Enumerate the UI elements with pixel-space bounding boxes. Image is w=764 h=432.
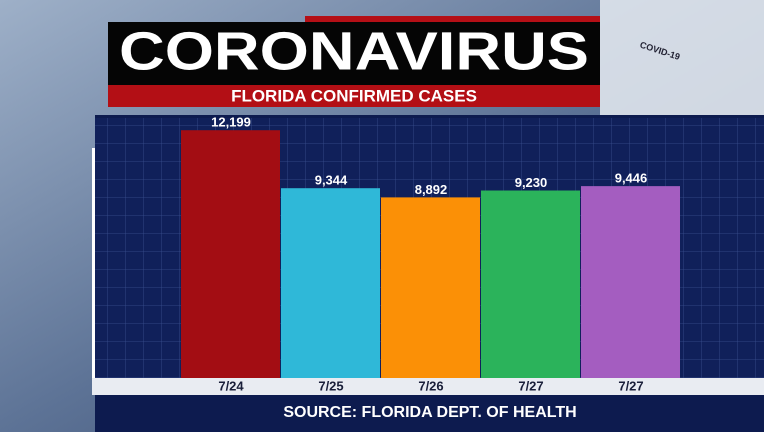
x-tick-label: 7/27	[618, 378, 643, 393]
bar	[581, 186, 680, 378]
chart-title: CORONAVIRUS	[119, 21, 589, 81]
x-tick-label: 7/27	[518, 378, 543, 393]
x-tick-label: 7/26	[418, 378, 443, 393]
test-tube	[600, 0, 764, 115]
bar	[181, 130, 280, 378]
source: SOURCE: FLORIDA DEPT. OF HEALTH	[283, 404, 576, 421]
x-tick-label: 7/25	[318, 378, 343, 393]
chart-subtitle: FLORIDA CONFIRMED CASES	[231, 86, 477, 105]
value-label: 8,892	[415, 182, 448, 197]
bar	[481, 190, 580, 378]
value-label: 9,344	[315, 173, 348, 188]
bar	[381, 197, 480, 378]
title-box	[108, 22, 600, 85]
axis-line	[92, 148, 95, 378]
value-label: 9,230	[515, 175, 548, 190]
value-label: 9,446	[615, 171, 648, 186]
accent	[305, 16, 600, 22]
bar	[281, 188, 380, 378]
subtitle-band	[108, 85, 600, 107]
label-strip	[92, 378, 764, 395]
value-label: 12,199	[211, 115, 251, 130]
x-tick-label: 7/24	[218, 378, 244, 393]
